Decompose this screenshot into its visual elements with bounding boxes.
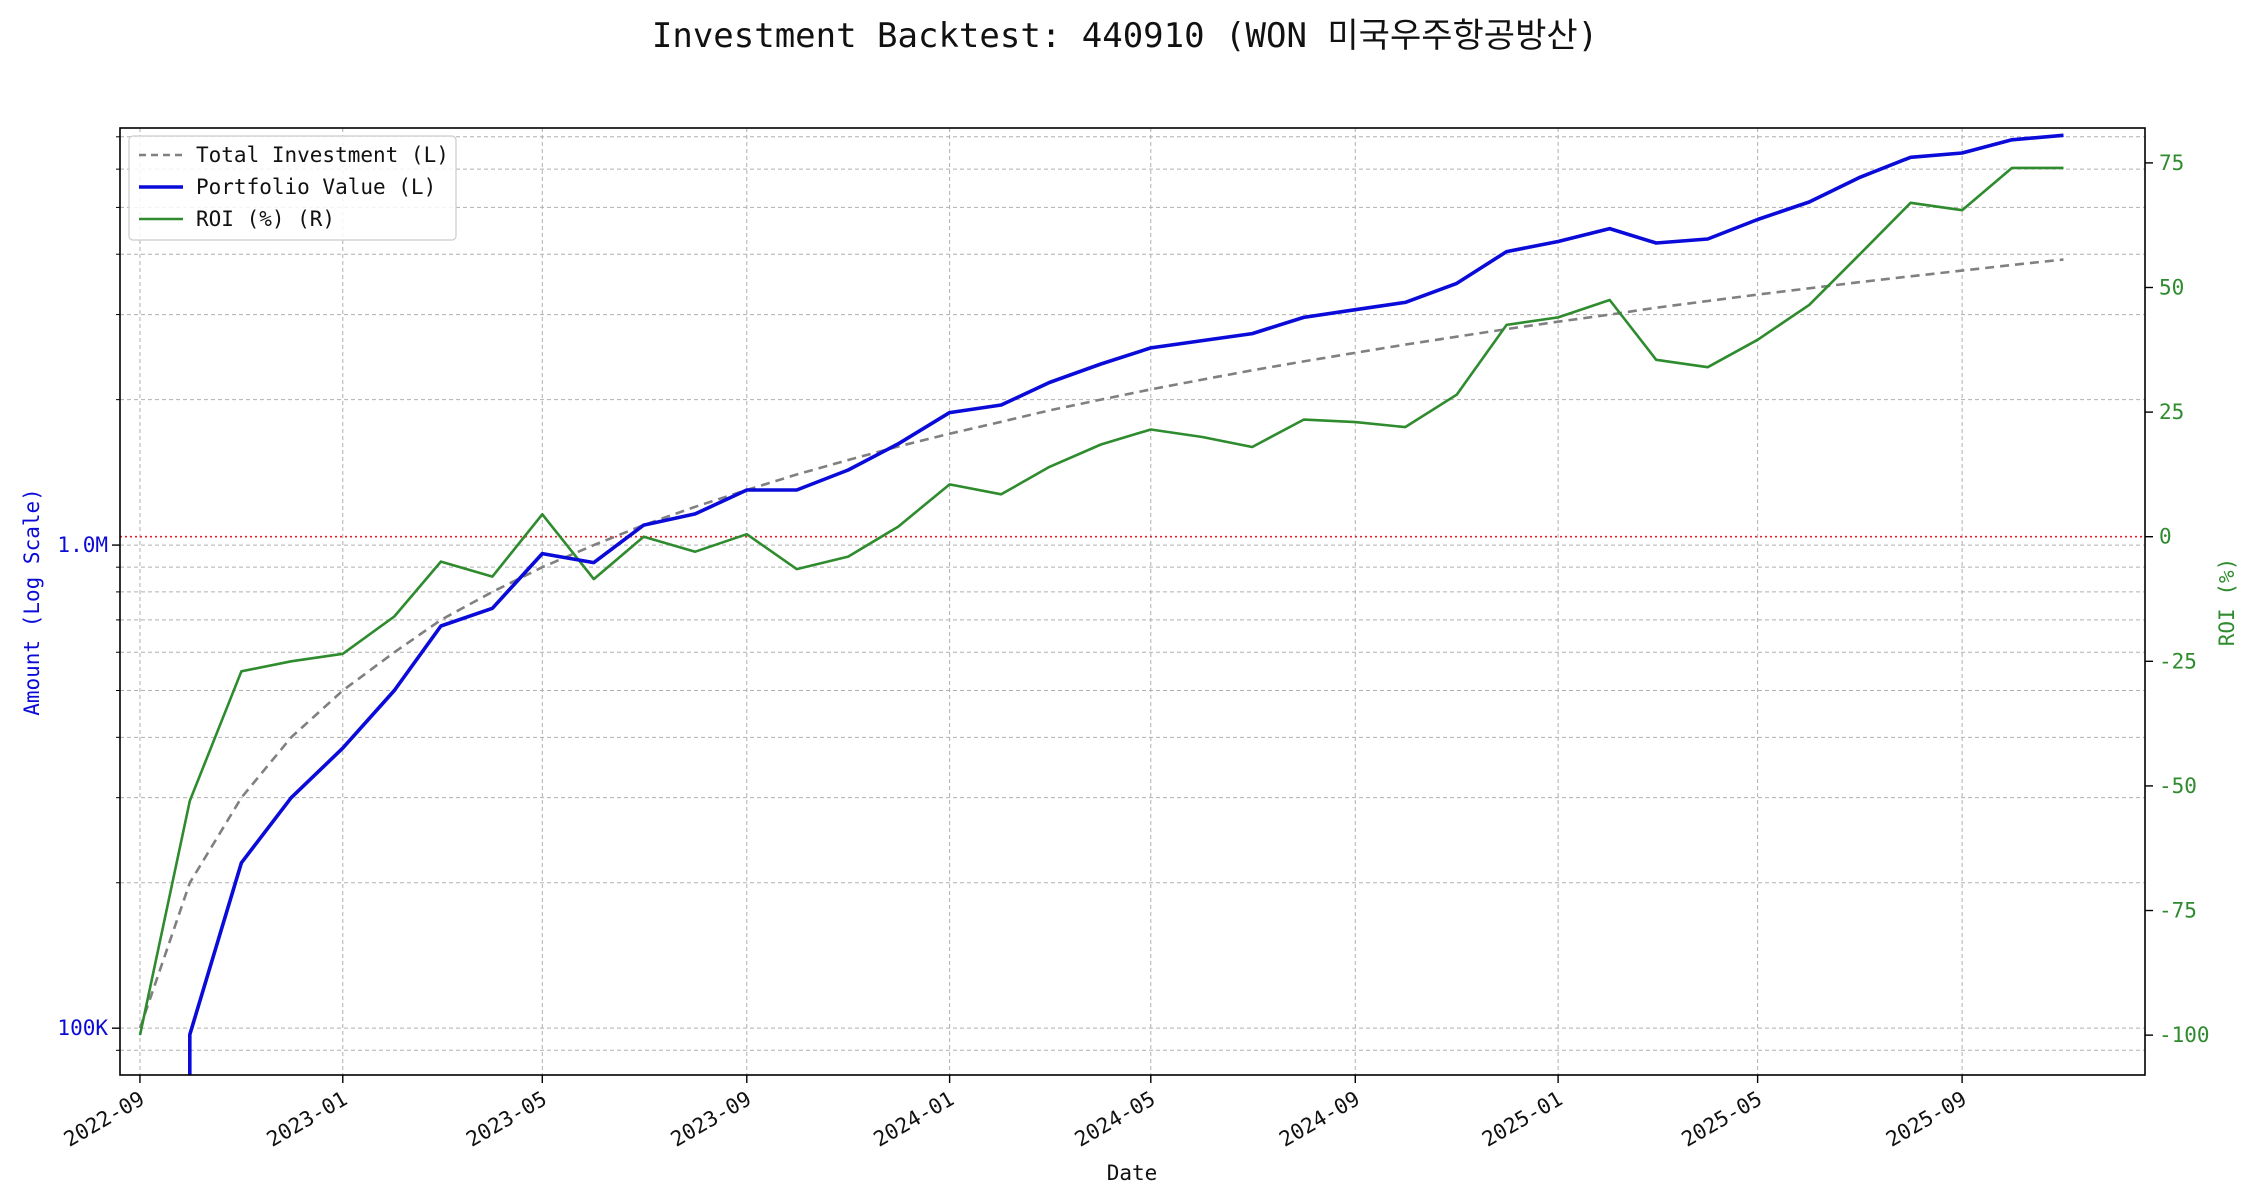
series-line-1 [188,133,2064,1075]
y-right-tick-label: -50 [2159,774,2197,798]
legend: Total Investment (L) Portfolio Value (L) R… [128,135,457,241]
y-left-tick-label: 100K [57,1016,108,1040]
series-line-2 [138,166,2064,1036]
y-axis-left: 100K 1.0M [57,136,120,1051]
plot-frame [119,127,2146,1076]
x-tick-label: 2022-09 [60,1087,149,1152]
y-right-tick-label: 75 [2159,151,2184,175]
x-tick-label: 2025-09 [1882,1087,1971,1152]
x-tick-label: 2025-05 [1677,1087,1766,1152]
x-tick-label: 2023-05 [462,1087,551,1152]
y-left-tick-label: 1.0M [57,533,108,557]
x-axis-label: Date [1107,1161,1158,1185]
x-tick-label: 2025-01 [1478,1087,1567,1152]
x-tick-label: 2024-01 [869,1087,958,1152]
chart-title: Investment Backtest: 440910 (WON 미국우주항공방… [652,16,1598,56]
legend-label: Total Investment (L) [196,143,449,167]
x-tick-label: 2023-09 [667,1087,756,1152]
y-right-tick-label: 0 [2159,525,2172,549]
x-tick-label: 2024-05 [1071,1087,1160,1152]
legend-box [128,135,457,241]
y-right-tick-label: 50 [2159,275,2184,299]
legend-label: Portfolio Value (L) [196,175,436,199]
y-axis-left-label: Amount (Log Scale) [20,488,44,716]
y-axis-right-label: ROI (%) [2215,558,2239,647]
series-layer [138,133,2064,1075]
x-tick-label: 2024-09 [1275,1087,1364,1152]
y-right-tick-label: -100 [2159,1023,2210,1047]
legend-label: ROI (%) (R) [196,207,335,231]
x-axis: 2022-09 2023-01 2023-05 2023-09 2024-01 2024-… [60,1075,1971,1152]
grid [120,128,2145,1075]
series-line-0 [138,258,2064,1029]
y-right-tick-label: -75 [2159,899,2197,923]
y-right-tick-label: 25 [2159,400,2184,424]
y-right-tick-label: -25 [2159,649,2197,673]
x-tick-label: 2023-01 [263,1087,352,1152]
y-axis-right: -100 -75 -50 -25 0 25 50 75 [2145,151,2210,1047]
